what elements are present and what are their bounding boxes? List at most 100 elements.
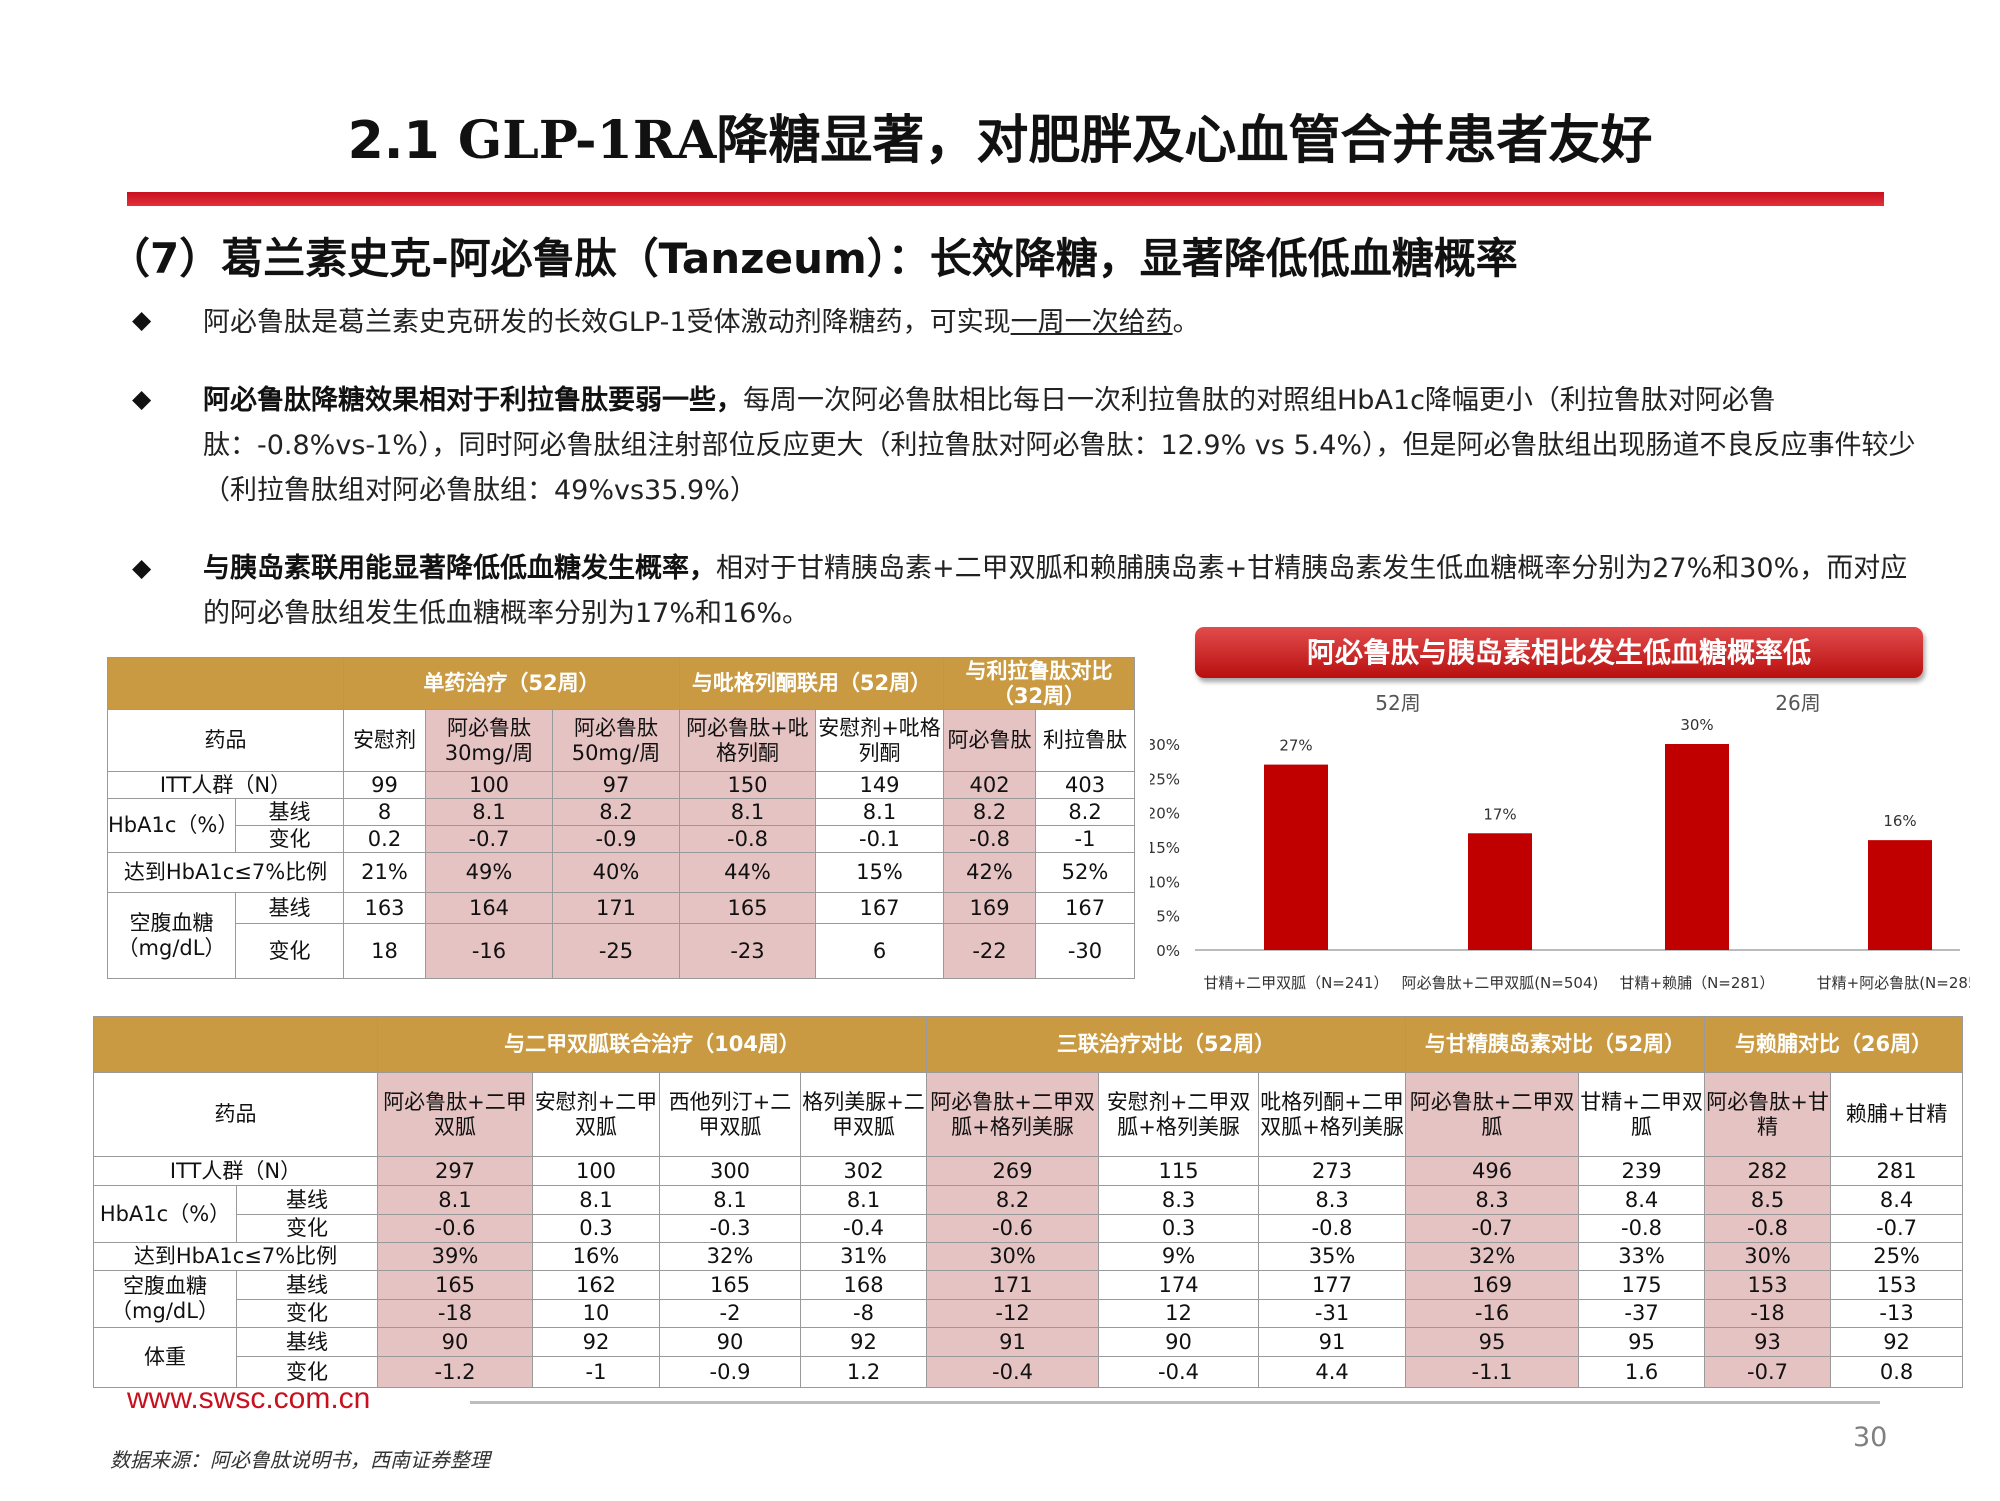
table2-col-header: 阿必鲁肽+甘精	[1704, 1072, 1832, 1157]
table-cell: 18	[343, 923, 426, 979]
table-cell: -0.4	[1098, 1356, 1260, 1388]
table-cell: 162	[532, 1270, 660, 1300]
table-cell: 40%	[552, 852, 680, 893]
bullet-1-text: 阿必鲁肽是葛兰素史克研发的长效GLP-1受体激动剂降糖药，可实现	[203, 307, 1011, 338]
table1-col-header: 安慰剂	[343, 709, 426, 772]
table-cell: -1.2	[377, 1356, 533, 1388]
table-cell: 16%	[532, 1242, 660, 1271]
table-cell: 171	[926, 1270, 1100, 1300]
table-row: 变化 0.2 -0.7 -0.9 -0.8 -0.1 -0.8 -1	[108, 825, 1136, 853]
table-cell: 90	[659, 1327, 801, 1357]
table-cell: -0.7	[1830, 1214, 1964, 1243]
table-cell: -2	[659, 1299, 801, 1328]
table-cell: 39%	[377, 1242, 533, 1271]
table-cell: -16	[425, 923, 553, 979]
table-cell: 269	[926, 1156, 1100, 1186]
table-cell: 32%	[659, 1242, 801, 1271]
table-cell: 165	[377, 1270, 533, 1300]
table-cell: 9%	[1098, 1242, 1260, 1271]
table-cell: 0.3	[1098, 1214, 1260, 1243]
row-label: 空腹血糖（mg/dL）	[93, 1270, 237, 1328]
table2-col-header: 赖脯+甘精	[1830, 1072, 1964, 1157]
bullet-marker-3: ◆	[132, 553, 152, 582]
table-cell: 8.3	[1098, 1185, 1260, 1215]
table-cell: 90	[1098, 1327, 1260, 1357]
table-cell: 8.1	[532, 1185, 660, 1215]
table-row: HbA1c（%） 基线 8.1 8.1 8.1 8.1 8.2 8.3 8.3 …	[93, 1185, 1964, 1243]
table-cell: -0.6	[377, 1214, 533, 1243]
bar-value-label: 27%	[1279, 737, 1312, 755]
bullet-3-text: 相对于甘精胰岛素+二甲双胍和赖脯胰岛素+甘精胰岛素发生低血糖概率分别为27%和3…	[203, 553, 1908, 629]
bar-value-label: 17%	[1483, 805, 1516, 823]
y-tick-label: 15%	[1150, 839, 1180, 857]
footer-website-link[interactable]: www.swsc.com.cn	[127, 1382, 371, 1415]
table-row: 变化 -18 10 -2 -8 -12 12 -31 -16 -37 -18 -…	[94, 1299, 1964, 1328]
bar	[1665, 744, 1729, 950]
table1-col-header: 阿必鲁肽30mg/周	[425, 709, 553, 772]
table-cell: 30%	[926, 1242, 1100, 1271]
table-cell: -0.9	[552, 825, 680, 853]
table-cell: 149	[814, 771, 945, 799]
row-label: 达到HbA1c≤7%比例	[107, 852, 344, 893]
bullet-3-bold: 与胰岛素联用能显著降低低血糖发生概率，	[203, 553, 716, 584]
title-number: 2.1	[347, 111, 440, 171]
table-cell: 8.2	[943, 798, 1037, 826]
row-sublabel: 变化	[236, 1356, 378, 1388]
table2-col-header: 吡格列酮+二甲双胍+格列美脲	[1258, 1072, 1407, 1157]
table-row: HbA1c（%） 基线 8 8.1 8.2 8.1 8.1 8.2 8.2	[107, 798, 1136, 853]
bar	[1264, 764, 1328, 950]
table-cell: -0.7	[425, 825, 553, 853]
table-cell: 177	[1258, 1270, 1407, 1300]
table-cell: -1.1	[1405, 1356, 1580, 1388]
table-cell: 32%	[1405, 1242, 1580, 1271]
table-cell: -0.8	[1578, 1214, 1706, 1243]
table-row: 变化 18 -16 -25 -23 6 -22 -30	[108, 923, 1136, 979]
table1-col-header: 阿必鲁肽	[943, 709, 1037, 772]
table1-col-header: 阿必鲁肽50mg/周	[552, 709, 680, 772]
page-number: 30	[1853, 1422, 1888, 1453]
table-cell: 8.1	[679, 798, 816, 826]
y-tick-label: 5%	[1156, 908, 1180, 926]
table-cell: 1.6	[1578, 1356, 1706, 1388]
x-category-label: 甘精+阿必鲁肽(N=285)	[1817, 974, 1970, 992]
table-cell: 174	[1098, 1270, 1260, 1300]
table-row: 变化 -1.2 -1 -0.9 1.2 -0.4 -0.4 4.4 -1.1 1…	[94, 1356, 1964, 1388]
bar	[1468, 833, 1532, 950]
table-cell: -12	[926, 1299, 1100, 1328]
table-cell: -0.1	[814, 825, 945, 853]
table-cell: -0.8	[679, 825, 816, 853]
table-cell: 91	[1258, 1327, 1407, 1357]
table-cell: 0.2	[343, 825, 426, 853]
table-cell: 165	[679, 892, 816, 924]
table2-col-header: 阿必鲁肽+二甲双胍	[377, 1072, 533, 1157]
table-cell: 8.4	[1830, 1185, 1964, 1215]
title-text: GLP-1RA降糖显著，对肥胖及心血管合并患者友好	[439, 110, 1653, 171]
table2-col-header: 安慰剂+二甲双胍+格列美脲	[1098, 1072, 1260, 1157]
table-cell: 402	[943, 771, 1037, 799]
table-cell: 33%	[1578, 1242, 1706, 1271]
table-cell: 175	[1578, 1270, 1706, 1300]
table-cell: 282	[1704, 1156, 1832, 1186]
table-cell: 150	[679, 771, 816, 799]
table2-col-header: 西他列汀+二甲双胍	[659, 1072, 801, 1157]
bullet-1-end: 。	[1172, 307, 1200, 338]
table-cell: 169	[1405, 1270, 1580, 1300]
table-cell: 164	[425, 892, 553, 924]
table1-col-header: 阿必鲁肽+吡格列酮	[679, 709, 816, 772]
bullet-1: 阿必鲁肽是葛兰素史克研发的长效GLP-1受体激动剂降糖药，可实现一周一次给药。	[203, 300, 1923, 345]
table-cell: 8.1	[799, 1185, 928, 1215]
slide-title: 2.1 GLP-1RA降糖显著，对肥胖及心血管合并患者友好	[0, 98, 2000, 173]
table-cell: 163	[343, 892, 426, 924]
table-cell: 8.1	[425, 798, 553, 826]
table-cell: 239	[1578, 1156, 1706, 1186]
table-cell: 21%	[343, 852, 426, 893]
table-cell: -0.7	[1704, 1356, 1832, 1388]
table-cell: 167	[1035, 892, 1136, 924]
table-cell: 90	[377, 1327, 533, 1357]
table-cell: 167	[814, 892, 945, 924]
row-label: 空腹血糖（mg/dL）	[107, 892, 236, 979]
row-label: HbA1c（%）	[107, 798, 236, 853]
table-cell: 35%	[1258, 1242, 1407, 1271]
table1-group-header: 单药治疗（52周）	[343, 657, 680, 710]
row-label: ITT人群（N）	[107, 771, 344, 799]
